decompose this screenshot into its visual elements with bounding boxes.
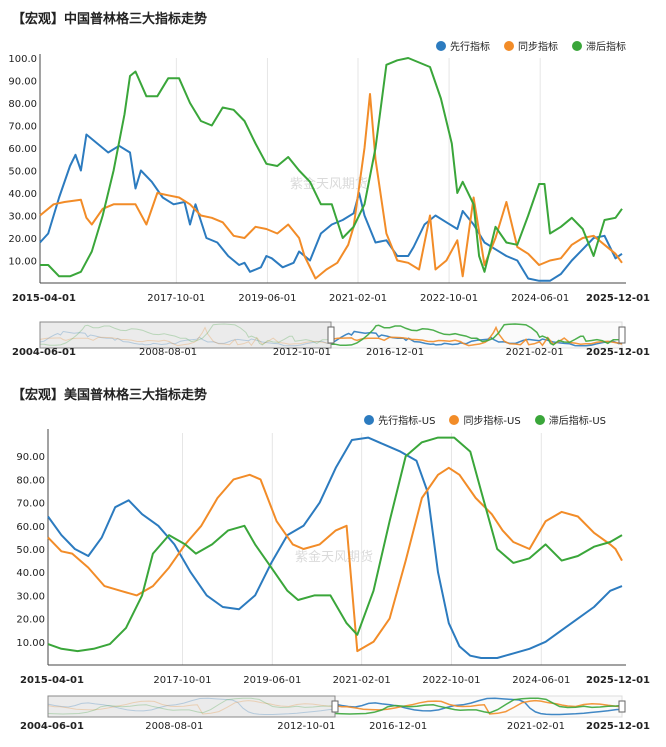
us-chart-svg: 2015-04-01 2017-10-01 2019-06-01 2021-02-01… <box>16 429 650 732</box>
y-tick-label: 20.00 <box>16 615 45 626</box>
legend-label-leading-us: 先行指标-US <box>378 416 436 427</box>
navigator-series-history-1 <box>47 700 336 715</box>
legend-label-coincident: 同步指标 <box>518 42 558 53</box>
navigator-series-1 <box>334 699 623 715</box>
navigator-handle-left <box>331 700 339 713</box>
y-tick-label: 80.00 <box>8 99 37 110</box>
legend-item-coincident[interactable]: 同步指标 <box>504 38 558 53</box>
legend-item-lagging[interactable]: 滞后指标 <box>572 38 626 53</box>
china-chart-panel: 【宏观】中国普林格三大指标走势 先行指标 同步指标 滞后指标 紫金天风期货 20… <box>0 0 666 372</box>
legend-dot-coincident-us <box>449 414 460 425</box>
x-tick-label: 2015-04-01 <box>20 675 84 686</box>
x-tick-label: 2025-12-01 <box>586 293 650 304</box>
series-line-2 <box>40 57 623 278</box>
navigator-series-history-0 <box>47 697 336 715</box>
legend-dot-leading <box>436 40 446 51</box>
y-tick-label: 20.00 <box>8 234 37 245</box>
us-legend: 先行指标-US 同步指标-US 滞后指标-US <box>364 412 606 427</box>
navigator-handle-left <box>327 326 335 344</box>
navigator-series-0 <box>334 697 623 716</box>
y-tick-label: 50.00 <box>8 167 37 178</box>
legend-label-lagging-us: 滞后指标-US <box>548 416 606 427</box>
x-tick-label: 2019-06-01 <box>238 293 296 304</box>
us-watermark: 紫金天风期货 <box>295 550 374 565</box>
x-tick-label: 2019-06-01 <box>243 675 301 686</box>
y-tick-label: 40.00 <box>8 189 37 200</box>
x-tick-label: 2024-06-01 <box>511 293 569 304</box>
series-line-1 <box>39 93 623 280</box>
series-line-0 <box>39 133 623 282</box>
legend-dot-coincident <box>504 40 514 51</box>
navigator-tick-label: 2025-12-01 <box>586 347 650 358</box>
legend-item-leading[interactable]: 先行指标 <box>436 38 490 53</box>
y-tick-label: 10.00 <box>8 257 37 268</box>
legend-dot-lagging-us <box>534 414 545 425</box>
y-tick-label: 90.00 <box>16 452 45 463</box>
navigator-tick-label: 2004-06-01 <box>20 721 84 732</box>
navigator-series-history-2 <box>40 323 332 346</box>
legend-item-leading-us[interactable]: 先行指标-US <box>364 412 435 427</box>
navigator-tick-label: 2008-08-01 <box>139 347 197 358</box>
y-tick-label: 90.00 <box>8 77 37 88</box>
x-tick-label: 2025-12-01 <box>586 675 650 686</box>
legend-item-lagging-us[interactable]: 滞后指标-US <box>534 412 606 427</box>
legend-label-lagging: 滞后指标 <box>586 42 626 53</box>
legend-dot-leading-us <box>364 414 375 425</box>
navigator-series-history-1 <box>39 326 332 347</box>
navigator-series-2 <box>331 323 623 347</box>
y-tick-label: 30.00 <box>16 591 45 602</box>
navigator-handle-right <box>618 326 626 344</box>
series-line-2 <box>47 436 623 653</box>
legend-label-coincident-us: 同步指标-US <box>463 416 521 427</box>
x-tick-label: 2017-10-01 <box>153 675 211 686</box>
x-tick-label: 2021-02-01 <box>333 675 391 686</box>
y-tick-label: 60.00 <box>16 522 45 533</box>
navigator-tick-label: 2021-02-01 <box>507 721 565 732</box>
us-chart-title: 【宏观】美国普林格三大指标走势 <box>12 388 208 403</box>
x-tick-label: 2021-02-01 <box>329 293 387 304</box>
navigator-series-history-0 <box>39 330 332 347</box>
china-chart-title: 【宏观】中国普林格三大指标走势 <box>12 12 208 27</box>
china-chart-svg: 2015-04-01 2017-10-01 2019-06-01 2021-02-01… <box>8 54 650 358</box>
navigator-tick-label: 2008-08-01 <box>145 721 203 732</box>
y-tick-label: 50.00 <box>16 545 45 556</box>
y-tick-label: 80.00 <box>16 475 45 486</box>
y-tick-label: 70.00 <box>8 122 37 133</box>
navigator-tick-label: 2012-10-01 <box>277 721 335 732</box>
navigator-series-history-2 <box>47 697 336 715</box>
x-tick-label: 2015-04-01 <box>12 293 76 304</box>
navigator-tick-label: 2004-06-01 <box>12 347 76 358</box>
navigator-tick-label: 2016-12-01 <box>366 347 424 358</box>
x-tick-label: 2022-10-01 <box>420 293 478 304</box>
y-tick-label: 30.00 <box>8 212 37 223</box>
us-chart-panel: 【宏观】美国普林格三大指标走势 先行指标-US 同步指标-US 滞后指标-US … <box>0 376 666 747</box>
y-tick-label: 40.00 <box>16 568 45 579</box>
navigator-handle-right <box>618 700 626 713</box>
navigator-window <box>47 695 336 718</box>
y-tick-label: 70.00 <box>16 499 45 510</box>
navigator-tick-label: 2025-12-01 <box>586 721 650 732</box>
legend-label-leading: 先行指标 <box>450 42 490 53</box>
series-line-1 <box>47 466 623 653</box>
y-tick-label: 60.00 <box>8 144 37 155</box>
y-tick-label: 100.0 <box>8 54 37 65</box>
y-tick-label: 10.00 <box>16 638 45 649</box>
navigator-tick-label: 2016-12-01 <box>369 721 427 732</box>
china-legend: 先行指标 同步指标 滞后指标 <box>436 38 626 53</box>
navigator-tick-label: 2021-02-01 <box>506 347 564 358</box>
x-tick-label: 2022-10-01 <box>422 675 480 686</box>
legend-dot-lagging <box>572 40 582 51</box>
x-tick-label: 2024-06-01 <box>512 675 570 686</box>
legend-item-coincident-us[interactable]: 同步指标-US <box>449 412 521 427</box>
navigator-tick-label: 2012-10-01 <box>273 347 331 358</box>
x-tick-label: 2017-10-01 <box>147 293 205 304</box>
navigator-window <box>39 321 332 349</box>
series-line-0 <box>47 436 623 659</box>
navigator-series-2 <box>334 697 623 715</box>
navigator-series-1 <box>330 325 623 347</box>
